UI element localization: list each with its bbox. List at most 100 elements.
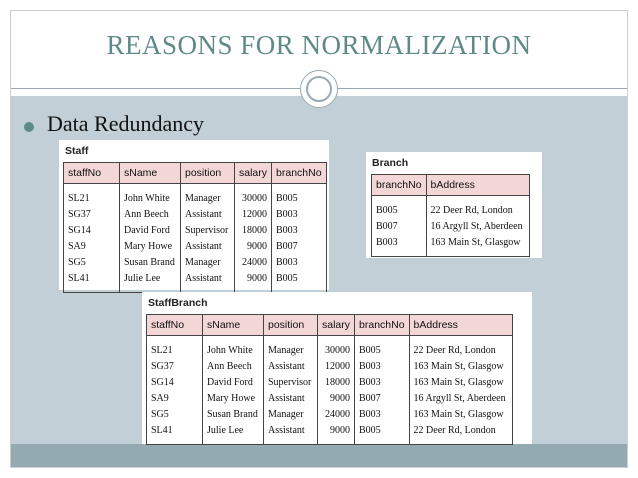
table-cell: 18000 bbox=[316, 375, 356, 391]
table-cell: SG37 bbox=[146, 359, 203, 375]
table-cell: Manager bbox=[180, 183, 235, 207]
table-cell: Manager bbox=[263, 335, 318, 359]
table-cell: Assistant bbox=[180, 207, 235, 223]
table-cell: Mary Howe bbox=[119, 239, 181, 255]
staffbranch-col-header: sName bbox=[202, 314, 264, 336]
branch-table: branchNo bAddress B005 22 Deer Rd, Londo… bbox=[371, 174, 530, 257]
table-cell: B005 bbox=[371, 195, 427, 219]
branch-header-row: branchNo bAddress bbox=[371, 174, 530, 196]
table-row: B007 16 Argyll St, Aberdeen bbox=[371, 219, 530, 235]
staff-table-card: Staff staffNo sName position salary bran… bbox=[59, 140, 329, 293]
staff-table-caption: Staff bbox=[65, 145, 89, 157]
staffbranch-col-header: branchNo bbox=[354, 314, 410, 336]
table-cell: SL21 bbox=[63, 183, 120, 207]
table-cell: B005 bbox=[271, 271, 327, 293]
table-cell: 9000 bbox=[316, 423, 356, 445]
footer-band bbox=[11, 444, 627, 467]
table-cell: B003 bbox=[271, 255, 327, 271]
table-cell: Assistant bbox=[180, 271, 235, 293]
staff-col-header: branchNo bbox=[271, 162, 327, 184]
branch-col-header: bAddress bbox=[425, 174, 530, 196]
staffbranch-table-caption: StaffBranch bbox=[148, 297, 208, 309]
table-cell: David Ford bbox=[119, 223, 181, 239]
table-row: SA9 Mary Howe Assistant 9000 B007 bbox=[63, 239, 327, 255]
table-cell: Supervisor bbox=[180, 223, 235, 239]
table-cell: Ann Beech bbox=[202, 359, 264, 375]
table-cell: SA9 bbox=[63, 239, 120, 255]
table-row: SG14 David Ford Supervisor 18000 B003 bbox=[63, 223, 327, 239]
slide-title: REASONS FOR NORMALIZATION bbox=[106, 30, 532, 60]
slide-frame bbox=[10, 10, 628, 468]
table-cell: B003 bbox=[371, 235, 427, 257]
table-cell: Susan Brand bbox=[202, 407, 264, 423]
table-cell: Assistant bbox=[263, 359, 318, 375]
table-cell: SG37 bbox=[63, 207, 120, 223]
table-cell: B003 bbox=[354, 375, 410, 391]
table-cell: SL41 bbox=[63, 271, 120, 293]
table-row: SG37 Ann Beech Assistant 12000 B003 163 … bbox=[146, 359, 513, 375]
table-row: SG5 Susan Brand Manager 24000 B003 bbox=[63, 255, 327, 271]
table-cell: Assistant bbox=[180, 239, 235, 255]
table-cell: 30000 bbox=[316, 335, 356, 359]
table-cell: 16 Argyll St, Aberdeen bbox=[408, 391, 513, 407]
table-cell: John White bbox=[202, 335, 264, 359]
table-cell: Julie Lee bbox=[202, 423, 264, 445]
table-row: SL41 Julie Lee Assistant 9000 B005 22 De… bbox=[146, 423, 513, 445]
circle-ornament-icon bbox=[300, 70, 338, 108]
staffbranch-col-header: staffNo bbox=[146, 314, 203, 336]
bullet-dot-icon bbox=[24, 122, 34, 132]
table-cell: SG14 bbox=[63, 223, 120, 239]
table-cell: B007 bbox=[371, 219, 427, 235]
table-cell: 24000 bbox=[316, 407, 356, 423]
table-row: SG5 Susan Brand Manager 24000 B003 163 M… bbox=[146, 407, 513, 423]
table-cell: B007 bbox=[271, 239, 327, 255]
table-row: SL21 John White Manager 30000 B005 bbox=[63, 183, 327, 207]
table-cell: 163 Main St, Glasgow bbox=[408, 359, 513, 375]
table-cell: 22 Deer Rd, London bbox=[408, 335, 513, 359]
table-cell: Julie Lee bbox=[119, 271, 181, 293]
table-cell: B003 bbox=[271, 207, 327, 223]
inner-ring-icon bbox=[306, 76, 332, 102]
table-cell: David Ford bbox=[202, 375, 264, 391]
table-cell: Assistant bbox=[263, 423, 318, 445]
staffbranch-table: staffNo sName position salary branchNo b… bbox=[146, 314, 513, 445]
staffbranch-col-header: bAddress bbox=[408, 314, 513, 336]
table-cell: 12000 bbox=[233, 207, 273, 223]
table-row: SA9 Mary Howe Assistant 9000 B007 16 Arg… bbox=[146, 391, 513, 407]
table-cell: John White bbox=[119, 183, 181, 207]
table-cell: 163 Main St, Glasgow bbox=[425, 235, 530, 257]
table-cell: SG5 bbox=[63, 255, 120, 271]
table-cell: 9000 bbox=[316, 391, 356, 407]
table-row: SG37 Ann Beech Assistant 12000 B003 bbox=[63, 207, 327, 223]
table-cell: B003 bbox=[354, 407, 410, 423]
staff-header-row: staffNo sName position salary branchNo bbox=[63, 162, 327, 184]
table-cell: 163 Main St, Glasgow bbox=[408, 407, 513, 423]
table-cell: 163 Main St, Glasgow bbox=[408, 375, 513, 391]
staff-col-header: sName bbox=[119, 162, 181, 184]
table-cell: B005 bbox=[354, 335, 410, 359]
table-row: B005 22 Deer Rd, London bbox=[371, 195, 530, 219]
staffbranch-col-header: position bbox=[263, 314, 318, 336]
table-cell: SG14 bbox=[146, 375, 203, 391]
table-cell: B005 bbox=[354, 423, 410, 445]
table-row: B003 163 Main St, Glasgow bbox=[371, 235, 530, 257]
branch-table-card: Branch branchNo bAddress B005 22 Deer Rd… bbox=[366, 152, 542, 258]
table-cell: SL41 bbox=[146, 423, 203, 445]
table-row: SL21 John White Manager 30000 B005 22 De… bbox=[146, 335, 513, 359]
table-cell: Susan Brand bbox=[119, 255, 181, 271]
table-cell: 12000 bbox=[316, 359, 356, 375]
table-cell: 22 Deer Rd, London bbox=[408, 423, 513, 445]
table-cell: SL21 bbox=[146, 335, 203, 359]
table-cell: 16 Argyll St, Aberdeen bbox=[425, 219, 530, 235]
table-cell: 30000 bbox=[233, 183, 273, 207]
table-cell: B003 bbox=[354, 359, 410, 375]
staffbranch-table-card: StaffBranch staffNo sName position salar… bbox=[142, 292, 532, 445]
bullet-text: Data Redundancy bbox=[47, 111, 204, 136]
table-cell: 24000 bbox=[233, 255, 273, 271]
branch-table-caption: Branch bbox=[372, 157, 409, 169]
table-cell: 9000 bbox=[233, 271, 273, 293]
staffbranch-col-header: salary bbox=[316, 314, 356, 336]
table-cell: 9000 bbox=[233, 239, 273, 255]
table-cell: 22 Deer Rd, London bbox=[425, 195, 530, 219]
table-cell: B003 bbox=[271, 223, 327, 239]
